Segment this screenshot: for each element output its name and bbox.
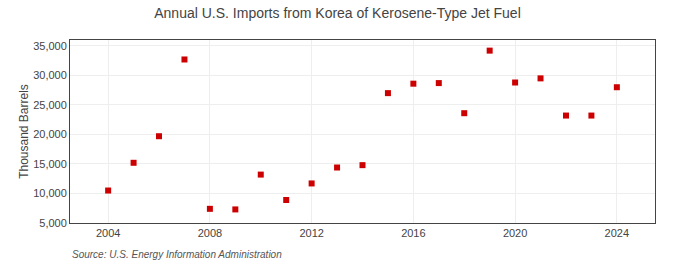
svg-text:10,000: 10,000: [33, 187, 67, 199]
svg-text:Annual U.S. Imports from Korea: Annual U.S. Imports from Korea of Kerose…: [154, 5, 521, 21]
svg-text:2012: 2012: [299, 227, 323, 239]
svg-text:5,000: 5,000: [39, 217, 67, 229]
svg-text:2008: 2008: [198, 227, 222, 239]
svg-text:2016: 2016: [401, 227, 425, 239]
svg-text:Thousand Barrels: Thousand Barrels: [17, 84, 31, 179]
svg-text:2024: 2024: [605, 227, 629, 239]
svg-text:2004: 2004: [96, 227, 120, 239]
svg-text:Source: U.S. Energy Informatio: Source: U.S. Energy Information Administ…: [72, 249, 282, 260]
svg-text:30,000: 30,000: [33, 69, 67, 81]
svg-text:20,000: 20,000: [33, 128, 67, 140]
svg-text:25,000: 25,000: [33, 99, 67, 111]
svg-text:35,000: 35,000: [33, 40, 67, 52]
svg-text:2020: 2020: [503, 227, 527, 239]
svg-text:15,000: 15,000: [33, 158, 67, 170]
